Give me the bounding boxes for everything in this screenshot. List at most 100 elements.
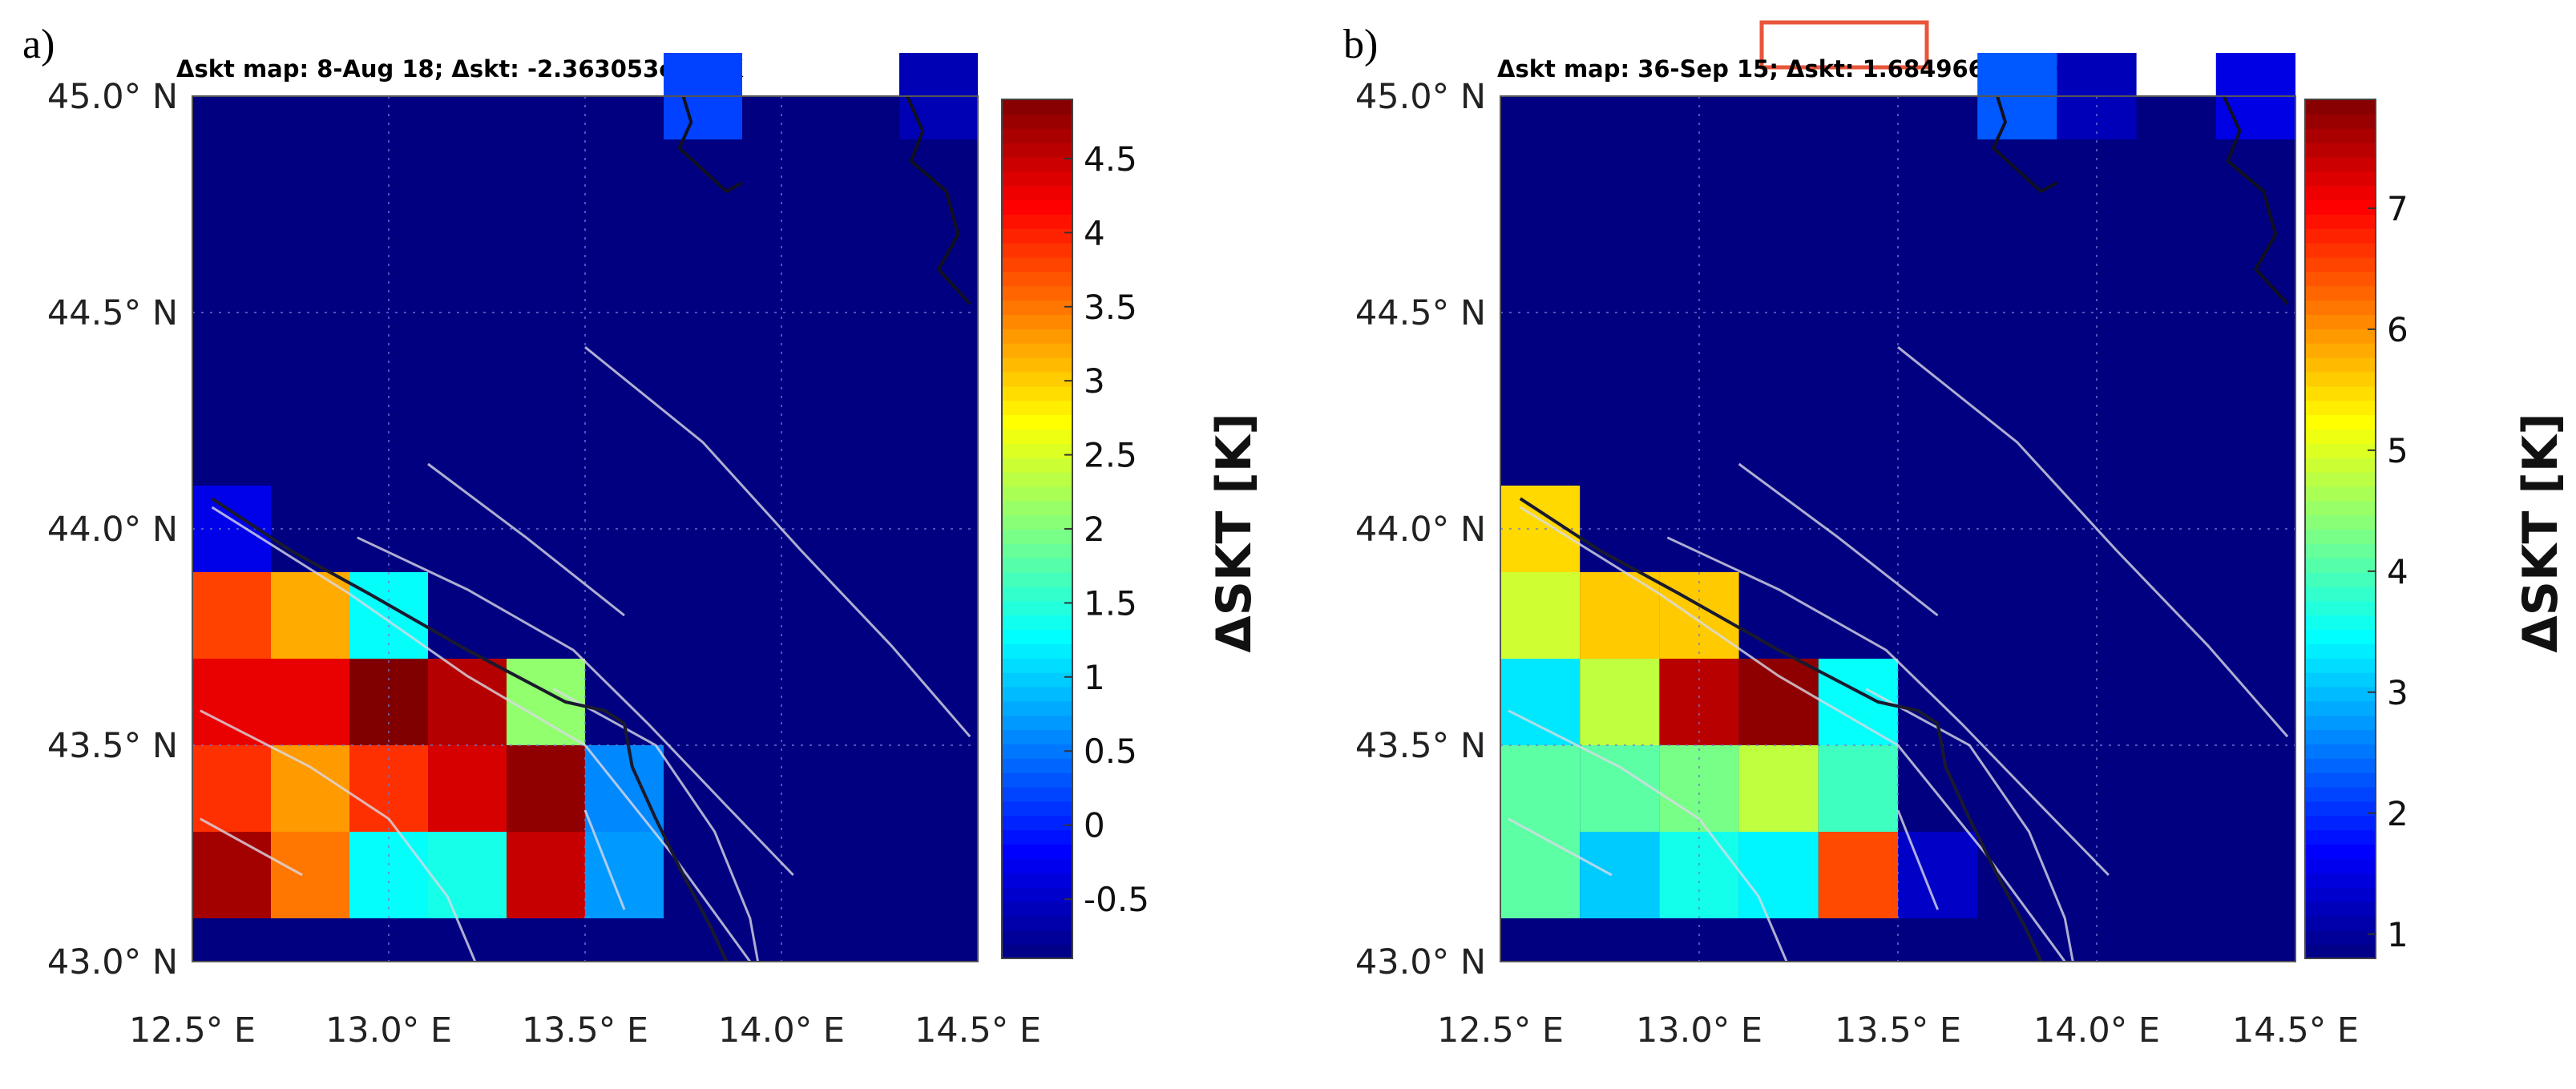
colorbar-segment [1002,772,1072,788]
panel-a-map: 12.5° E 13.0° E 13.5° E 14.0° E 14.5° E 43.0°… [47,53,1041,1051]
colorbar-segment [1002,600,1072,616]
colorbar-segment [2305,442,2376,458]
colorbar-segment [1002,400,1072,416]
heatmap-cell [1738,745,1819,832]
panel-a-colorbar: -0.5 0 0.5 1 1.5 2 2.5 3 3.5 4 4.5 [1001,99,1149,959]
y-tick-label: 45.0° N [1355,77,1486,117]
heatmap-cell [1500,745,1581,832]
colorbar-segment [2305,200,2376,215]
panel-b: b) Δskt map: 36-Sep 15; Δskt: 1.684966e-… [1343,20,2569,1051]
colorbar-segment [1002,557,1072,573]
colorbar-segment [1002,414,1072,430]
colorbar-tick-label: 2 [2387,794,2408,833]
fault-line [1520,506,2066,962]
colorbar-segment [1002,357,1072,373]
colorbar-segment [2305,99,2376,115]
colorbar-segment [1002,930,1072,946]
heatmap-cell [1818,659,1898,745]
colorbar-segment [2305,529,2376,544]
colorbar-segment [2305,643,2376,659]
panel-a-title: Δskt map: 8-Aug 18; Δskt: -2.363053e-01 … [176,55,744,83]
colorbar-segment [2305,185,2376,201]
heatmap-cell [1500,832,1581,918]
heatmap-cell [1500,572,1581,659]
colorbar-segment [1002,500,1072,516]
colorbar-segment [2305,571,2376,587]
colorbar-segment [1002,385,1072,401]
colorbar-tick-label: -0.5 [1084,880,1149,919]
colorbar-segment [1002,857,1072,873]
fault-line [200,709,477,962]
colorbar-segment [1002,300,1072,315]
colorbar-segment [1002,672,1072,688]
colorbar-tick-label: 3.5 [1084,288,1137,327]
heatmap-cell [428,659,507,745]
colorbar-tick-label: 0 [1084,806,1105,845]
colorbar-tick-label: 5 [2387,431,2408,470]
colorbar-segment [2305,657,2376,673]
colorbar-segment [1002,156,1072,172]
colorbar-segment [2305,471,2376,487]
colorbar-segment [1002,514,1072,530]
heatmap-cell [428,745,507,832]
colorbar-tick-label: 2.5 [1084,436,1137,475]
coastline-east [905,95,971,305]
colorbar-segment [1002,328,1072,344]
colorbar-segment [2305,500,2376,516]
colorbar-segment [2305,557,2376,573]
highlight-box [1759,20,1929,70]
colorbar-segment [2305,715,2376,731]
colorbar-segment [2305,829,2376,845]
heatmap-cell [271,832,349,918]
fault-line [584,346,971,738]
fault-line [1865,688,2074,962]
colorbar-segment [2305,615,2376,631]
colorbar-segment [1002,256,1072,272]
colorbar-segment [2305,629,2376,644]
y-tick-label: 43.5° N [1355,726,1486,766]
colorbar-segment [1002,213,1072,229]
colorbar-segment [2305,901,2376,917]
heatmap-cell [1738,659,1819,745]
colorbar-segment [2305,600,2376,616]
colorbar-segment [1002,228,1072,244]
colorbar-segment [1002,901,1072,917]
colorbar-segment [1002,200,1072,215]
x-tick-label: 12.5° E [129,1010,256,1051]
colorbar-segment [2305,285,2376,301]
fault-line [1897,346,2289,738]
colorbar-segment [2305,314,2376,329]
colorbar-segment [2305,801,2376,817]
panel-a: a) Δskt map: 8-Aug 18; Δskt: -2.363053e-… [22,22,1262,1051]
coastline-north [677,95,743,194]
colorbar-segment [2305,672,2376,688]
colorbar-segment [1002,486,1072,502]
heatmap-cell [585,745,664,832]
colorbar-segment [1002,629,1072,644]
heatmap-cell [1580,745,1660,832]
colorbar-segment [1002,242,1072,258]
coastline [1519,497,2043,962]
colorbar-segment [1002,744,1072,759]
colorbar-tick-label: 0.5 [1084,732,1137,771]
heatmap-cell [1659,572,1739,659]
coastline-north [1991,95,2058,194]
heatmap-cell [349,832,428,918]
colorbar-segment [1002,615,1072,631]
colorbar-segment [1002,529,1072,544]
y-tick-label: 44.0° N [47,510,178,550]
colorbar-segment [2305,815,2376,831]
y-tick-label: 45.0° N [47,77,178,117]
colorbar-segment [2305,457,2376,473]
colorbar-segment [1002,171,1072,187]
x-tick-label: 13.0° E [325,1010,452,1051]
colorbar-segment [1002,786,1072,802]
colorbar-tick-label: 3 [1084,361,1105,401]
heatmap-cell [192,659,271,745]
x-tick-label: 14.5° E [915,1010,1041,1051]
colorbar-segment [2305,486,2376,502]
heatmap-cell [1500,659,1581,745]
fault-line [1666,536,2110,877]
heatmap-cell [1898,832,1978,918]
